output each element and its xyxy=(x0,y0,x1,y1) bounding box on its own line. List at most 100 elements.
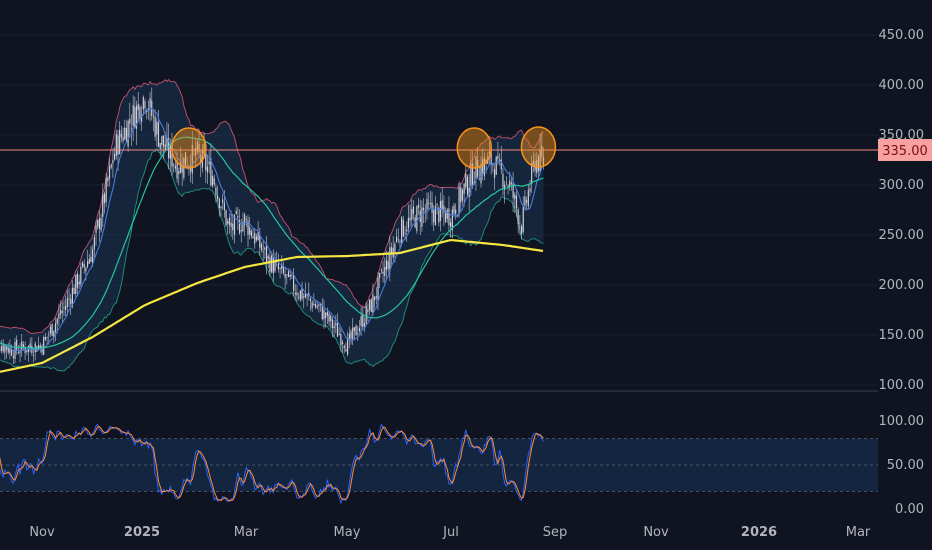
candle-body xyxy=(279,267,281,269)
candle-body xyxy=(314,303,317,308)
candle-body xyxy=(461,189,464,201)
candle-body xyxy=(470,163,472,186)
candle-body xyxy=(59,309,62,315)
candle-body xyxy=(98,218,101,229)
candle-body xyxy=(433,209,435,223)
candle-body xyxy=(120,133,122,138)
price-tick-label: 300.00 xyxy=(879,178,925,193)
candle-body xyxy=(385,260,388,271)
candle-body xyxy=(174,165,176,169)
candle-body xyxy=(242,221,244,232)
candle-body xyxy=(149,98,151,109)
candle-body xyxy=(235,210,237,215)
time-tick-label: 2025 xyxy=(124,525,160,540)
candle-body xyxy=(169,144,171,160)
candle-body xyxy=(505,182,507,184)
candles xyxy=(0,87,545,365)
candle-body xyxy=(245,218,247,220)
candle-body xyxy=(14,341,16,359)
candle-body xyxy=(0,346,3,351)
candle-body xyxy=(65,306,67,311)
candle-body xyxy=(368,299,371,311)
candle-body xyxy=(367,309,369,313)
candle-body xyxy=(421,207,423,227)
candle-body xyxy=(168,137,170,159)
candle-body xyxy=(304,292,307,298)
candle-body xyxy=(178,171,180,175)
candle-body xyxy=(164,144,166,150)
candle-body xyxy=(75,274,77,294)
candle-body xyxy=(154,116,156,137)
candle-body xyxy=(222,199,224,203)
candle-body xyxy=(512,183,514,198)
candle-body xyxy=(114,153,116,160)
time-tick-label: Mar xyxy=(846,525,871,540)
candle-body xyxy=(63,306,65,308)
candle-body xyxy=(490,146,492,164)
candle-body xyxy=(318,304,320,306)
candle-body xyxy=(12,356,14,358)
candle-body xyxy=(92,249,94,264)
candle-body xyxy=(217,195,219,200)
candle-body xyxy=(311,302,313,309)
candle-body xyxy=(262,250,264,252)
grid xyxy=(0,34,878,386)
candle-body xyxy=(365,306,367,324)
candle-body xyxy=(380,269,382,271)
time-tick-label: Mar xyxy=(234,525,259,540)
candle-body xyxy=(404,233,406,234)
candle-body xyxy=(78,281,80,285)
candle-body xyxy=(43,337,45,356)
candle-body xyxy=(124,127,126,139)
candle-body xyxy=(176,160,178,179)
candle-body xyxy=(532,160,534,166)
candle-body xyxy=(107,177,109,182)
candle-body xyxy=(119,130,121,154)
candle-body xyxy=(357,333,359,335)
rsi-band-group xyxy=(0,438,878,492)
candle-body xyxy=(412,206,415,214)
candle-body xyxy=(88,259,90,264)
candle-body xyxy=(16,339,18,351)
candle-body xyxy=(502,173,504,188)
candle-body xyxy=(350,331,352,339)
candle-body xyxy=(358,327,361,332)
candle-body xyxy=(70,299,72,304)
candle-body xyxy=(29,343,31,348)
candle-body xyxy=(200,154,202,163)
candle-body xyxy=(345,349,347,352)
candle-body xyxy=(520,225,523,234)
rsi-tick-label: 0.00 xyxy=(895,502,924,517)
rsi-axis[interactable]: 0.00 50.00 100.00 xyxy=(879,414,925,517)
candle-body xyxy=(341,342,344,344)
candle-body xyxy=(515,195,518,209)
time-tick-label: Jul xyxy=(442,525,459,540)
candle-body xyxy=(360,316,362,327)
candle-body xyxy=(139,106,141,119)
candle-body xyxy=(51,324,53,336)
candle-body xyxy=(142,97,144,110)
candle-body xyxy=(374,296,376,301)
candle-body xyxy=(444,211,447,222)
candle-body xyxy=(372,294,374,314)
candle-body xyxy=(127,120,129,147)
candle-body xyxy=(141,114,143,122)
candle-body xyxy=(277,263,279,270)
candle-body xyxy=(122,137,124,141)
candle-body xyxy=(409,217,411,221)
candle-body xyxy=(272,257,274,274)
band-fill xyxy=(0,79,544,371)
candle-body xyxy=(206,166,209,173)
candle-body xyxy=(53,330,55,338)
candle-body xyxy=(83,264,85,268)
candle-body xyxy=(26,349,28,352)
candle-body xyxy=(336,323,339,337)
candle-body xyxy=(267,256,269,259)
candle-body xyxy=(362,314,364,328)
candle-body xyxy=(446,209,448,219)
candle-body xyxy=(455,209,457,215)
candle-body xyxy=(382,271,384,274)
time-axis[interactable]: Nov 2025 Mar May Jul Sep Nov 2026 Mar xyxy=(29,525,871,540)
rsi-k-line xyxy=(0,423,544,505)
candle-body xyxy=(2,343,4,352)
